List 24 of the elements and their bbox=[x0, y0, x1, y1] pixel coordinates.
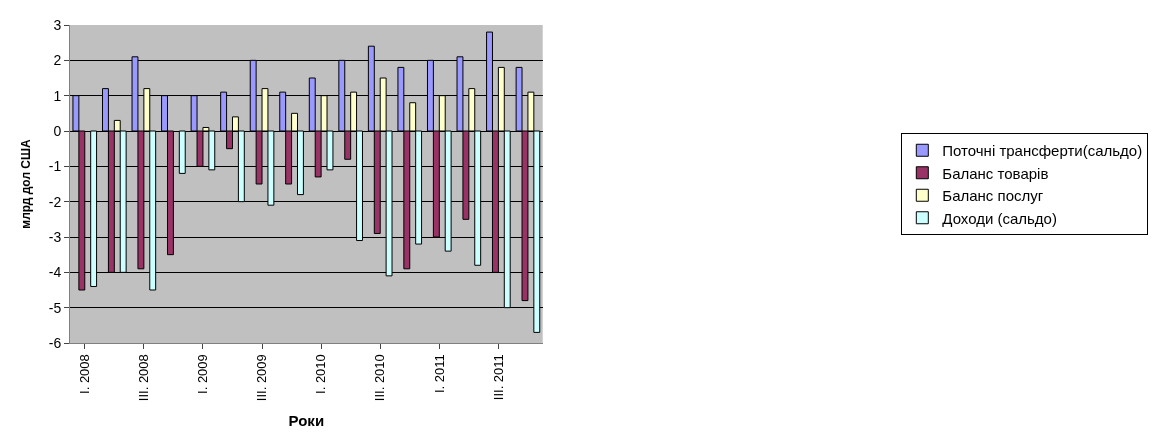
y-tick-label: 0 bbox=[53, 122, 62, 139]
y-tick-label: 1 bbox=[53, 87, 62, 104]
y-tick-label: -5 bbox=[48, 299, 62, 316]
legend-label: Баланс товарів bbox=[942, 164, 1049, 182]
x-tick-label: I. 2008 bbox=[76, 354, 92, 394]
y-axis-title: млрд дол США bbox=[19, 138, 34, 229]
y-tick-label: 2 bbox=[53, 52, 62, 69]
legend-label: Баланс послуг bbox=[942, 187, 1044, 205]
y-tick-label: -1 bbox=[48, 158, 62, 175]
y-tick-label: -4 bbox=[48, 264, 62, 281]
x-tick-label: I. 2010 bbox=[313, 354, 329, 394]
y-tick-label: -2 bbox=[48, 193, 62, 210]
y-tick-label: -6 bbox=[48, 334, 62, 351]
x-tick-label: I. 2011 bbox=[431, 354, 447, 393]
x-tick-label: III. 2009 bbox=[254, 354, 270, 402]
x-axis-title: Роки bbox=[288, 412, 325, 430]
x-tick-label: III. 2010 bbox=[372, 354, 388, 402]
x-tick-label: I. 2009 bbox=[195, 354, 211, 394]
legend-label: Поточні трансферти(сальдо) bbox=[942, 142, 1143, 160]
x-tick-label: III. 2008 bbox=[136, 354, 152, 402]
y-tick-label: 3 bbox=[53, 16, 62, 33]
x-tick-label: III. 2011 bbox=[490, 354, 506, 401]
legend-label: Доходи (сальдо) bbox=[942, 209, 1057, 227]
y-tick-label: -3 bbox=[48, 228, 62, 245]
